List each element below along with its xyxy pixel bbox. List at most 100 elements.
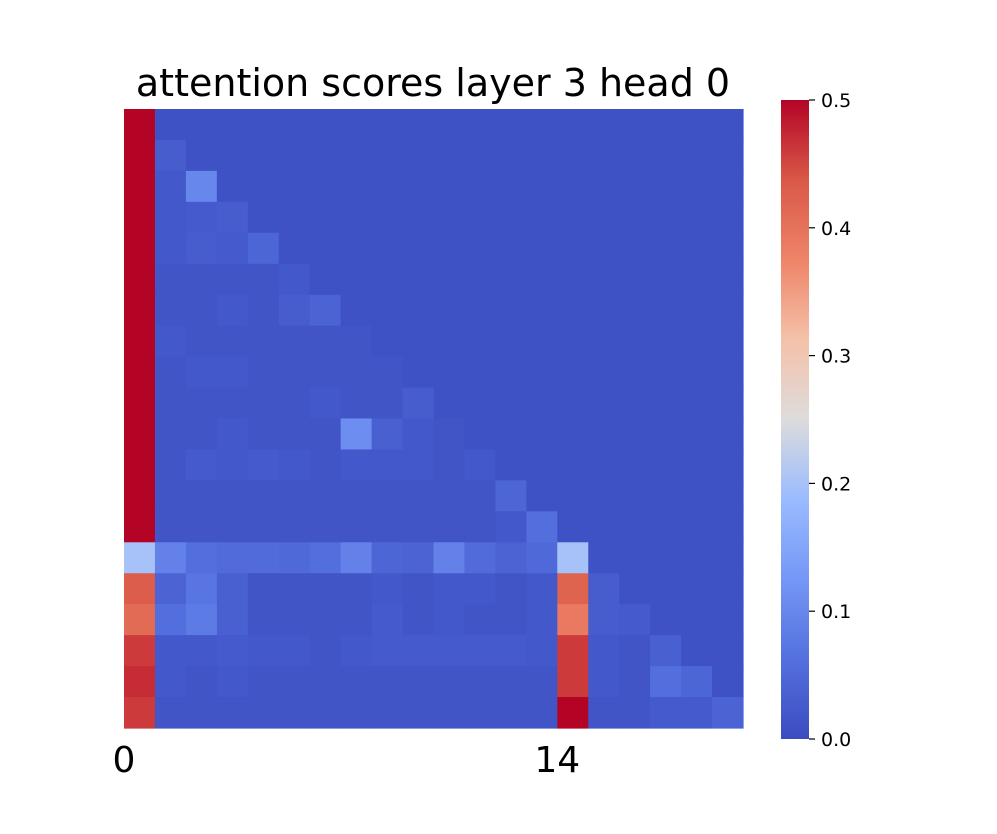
heatmap-cell [154, 139, 187, 172]
heatmap-cell [340, 201, 373, 234]
heatmap-cell [619, 139, 651, 172]
heatmap-cell [340, 666, 373, 698]
heatmap-cell [526, 109, 558, 141]
heatmap-cell [557, 480, 589, 512]
heatmap-cell [216, 449, 249, 481]
heatmap-cell [278, 418, 311, 451]
heatmap-cell [340, 263, 373, 296]
heatmap-cell [495, 263, 527, 296]
heatmap-cell [216, 697, 249, 729]
heatmap-cell [681, 109, 713, 141]
heatmap-cell [309, 201, 342, 234]
heatmap-cell [526, 480, 558, 512]
heatmap-cell [371, 325, 404, 358]
heatmap-cell [557, 604, 589, 636]
heatmap-cell [371, 542, 404, 574]
heatmap-cell [464, 573, 496, 605]
heatmap-cell [495, 139, 527, 172]
heatmap-cell [495, 573, 527, 605]
heatmap-cell [681, 449, 713, 481]
heatmap-cell [278, 573, 311, 605]
heatmap-cell [154, 294, 187, 327]
heatmap-cell [216, 232, 249, 265]
heatmap-cell [619, 573, 651, 605]
heatmap-cell [185, 139, 218, 172]
heatmap-cell [371, 170, 404, 203]
heatmap-cell [402, 139, 435, 172]
heatmap-cell [402, 635, 435, 667]
heatmap-cell [588, 170, 620, 203]
heatmap-cell [278, 697, 311, 729]
heatmap-cell [278, 139, 311, 172]
heatmap-cell [464, 418, 496, 451]
heatmap-cell [526, 232, 558, 265]
heatmap-cell [402, 201, 435, 234]
heatmap-cell [371, 449, 404, 481]
heatmap-cell [216, 356, 249, 389]
heatmap-cell [619, 449, 651, 481]
heatmap-cell [124, 356, 156, 389]
heatmap-cell [278, 325, 311, 358]
heatmap-cell [309, 666, 342, 698]
heatmap-cell [124, 480, 156, 512]
heatmap-cell [124, 201, 156, 234]
heatmap-cell [124, 666, 156, 698]
heatmap-cell [712, 697, 744, 729]
heatmap-cell [247, 418, 280, 451]
heatmap-cell [650, 573, 682, 605]
heatmap-cell [402, 604, 435, 636]
heatmap-cell [495, 666, 527, 698]
heatmap-cell [154, 573, 187, 605]
heatmap-cell [433, 542, 466, 574]
heatmap-cell [185, 542, 218, 574]
heatmap-cell [340, 232, 373, 265]
colorbar-tick-label: 0.5 [821, 90, 851, 112]
heatmap-cell [278, 201, 311, 234]
heatmap-cell [278, 511, 311, 543]
heatmap-cell [681, 294, 713, 327]
heatmap-cell [154, 325, 187, 358]
heatmap-cell [526, 449, 558, 481]
heatmap-cell [278, 170, 311, 203]
heatmap-cell [154, 418, 187, 451]
heatmap-cell [340, 170, 373, 203]
heatmap-cell [464, 232, 496, 265]
heatmap-cell [340, 697, 373, 729]
heatmap-cell [185, 697, 218, 729]
heatmap-cell [154, 170, 187, 203]
heatmap-cell [557, 325, 589, 358]
heatmap-cell [557, 232, 589, 265]
heatmap-cell [464, 356, 496, 389]
heatmap-cells [124, 109, 744, 729]
heatmap-cell [526, 325, 558, 358]
heatmap-cell [619, 418, 651, 451]
heatmap-cell [619, 542, 651, 574]
heatmap-cell [124, 263, 156, 296]
heatmap-cell [557, 387, 589, 420]
heatmap-cell [464, 604, 496, 636]
heatmap-cell [650, 139, 682, 172]
heatmap-cell [588, 635, 620, 667]
heatmap-cell [124, 604, 156, 636]
heatmap-cell [216, 139, 249, 172]
heatmap-cell [216, 201, 249, 234]
heatmap-cell [557, 418, 589, 451]
heatmap-cell [588, 511, 620, 543]
heatmap-cell [557, 201, 589, 234]
heatmap-cell [278, 449, 311, 481]
heatmap-cell [371, 263, 404, 296]
heatmap-cell [619, 356, 651, 389]
heatmap-cell [124, 294, 156, 327]
heatmap-cell [340, 109, 373, 141]
heatmap-cell [371, 418, 404, 451]
heatmap-cell [526, 697, 558, 729]
heatmap-cell [495, 356, 527, 389]
heatmap-cell [124, 139, 156, 172]
heatmap-cell [278, 263, 311, 296]
colorbar-tick-label: 0.2 [821, 473, 851, 495]
heatmap-cell [340, 139, 373, 172]
heatmap-cell [526, 542, 558, 574]
heatmap-cell [557, 511, 589, 543]
heatmap-cell [309, 604, 342, 636]
heatmap-cell [650, 604, 682, 636]
